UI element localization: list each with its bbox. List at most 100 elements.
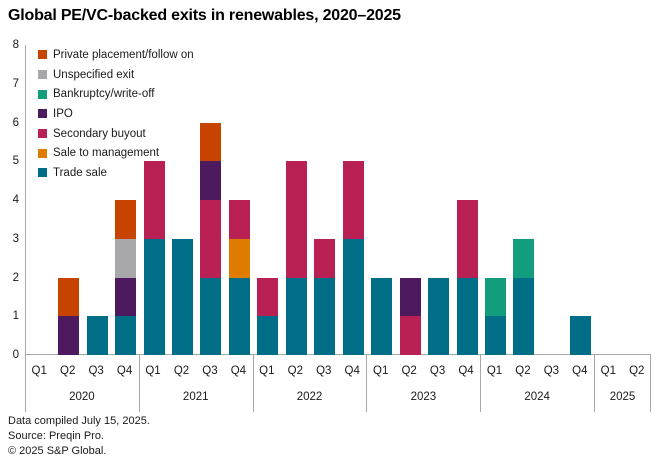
x-axis-separator-3 — [366, 355, 368, 412]
year-label-2022: 2022 — [296, 391, 323, 403]
legend-label-trade_sale: Trade sale — [53, 166, 107, 179]
legend-label-unspecified: Unspecified exit — [53, 68, 135, 81]
x-label-2020-Q3: Q3 — [88, 365, 104, 377]
bar-segment-2021-Q3-private_placement — [200, 122, 222, 162]
legend-label-bankruptcy: Bankruptcy/write-off — [53, 88, 155, 101]
bar-segment-2022-Q2-secondary_buyout — [285, 161, 307, 278]
bar-segment-2021-Q3-secondary_buyout — [200, 200, 222, 278]
y-tick-6: 6 — [12, 116, 19, 129]
legend-swatch-ipo — [38, 109, 47, 119]
bar-segment-2022-Q1-trade_sale — [257, 316, 279, 355]
y-tick-2: 2 — [12, 271, 19, 284]
x-axis-separator-4 — [480, 355, 482, 412]
bar-segment-2021-Q1-trade_sale — [143, 238, 165, 355]
x-label-2022-Q2: Q2 — [287, 365, 303, 377]
x-label-2020-Q1: Q1 — [31, 365, 47, 377]
x-axis-separator-2 — [252, 355, 254, 412]
bar-segment-2021-Q3-ipo — [200, 161, 222, 200]
bar-segment-2023-Q4-trade_sale — [456, 277, 478, 355]
x-label-2021-Q4: Q4 — [230, 365, 247, 377]
bar-segment-2024-Q4-trade_sale — [570, 316, 592, 355]
bar-segment-2021-Q2-trade_sale — [172, 238, 193, 355]
x-label-2021-Q2: Q2 — [173, 365, 190, 377]
bar-segment-2020-Q2-private_placement — [58, 277, 80, 317]
y-tick-1: 1 — [12, 310, 19, 323]
x-label-2024-Q4: Q4 — [572, 365, 588, 377]
bar-segment-2022-Q4-trade_sale — [342, 238, 364, 355]
x-label-2020-Q4: Q4 — [116, 365, 133, 377]
bar-segment-2022-Q1-secondary_buyout — [257, 277, 279, 317]
legend-swatch-trade_sale — [38, 168, 47, 178]
year-label-2020: 2020 — [69, 391, 95, 403]
x-label-2024-Q3: Q3 — [543, 365, 560, 377]
bar-segment-2021-Q1-secondary_buyout — [143, 161, 165, 239]
y-tick-8: 8 — [12, 39, 19, 51]
year-label-2024: 2024 — [524, 391, 550, 403]
bar-segment-2023-Q2-ipo — [399, 277, 421, 317]
bar-segment-2022-Q4-secondary_buyout — [342, 161, 364, 239]
legend-swatch-unspecified — [38, 70, 47, 80]
x-label-2023-Q3: Q3 — [429, 365, 446, 377]
x-label-2023-Q1: Q1 — [373, 365, 389, 377]
bar-segment-2024-Q2-bankruptcy — [513, 238, 535, 278]
legend-item-trade_sale: Trade sale — [38, 163, 194, 183]
bar-segment-2022-Q3-secondary_buyout — [314, 238, 336, 278]
footnote-data-compiled: Data compiled July 15, 2025. — [8, 415, 150, 427]
x-label-2023-Q2: Q2 — [401, 365, 417, 377]
y-tick-7: 7 — [12, 77, 19, 90]
bar-segment-2023-Q3-trade_sale — [428, 277, 450, 355]
legend-item-private_placement: Private placement/follow on — [38, 45, 194, 65]
bar-segment-2020-Q4-ipo — [115, 277, 137, 317]
year-label-2023: 2023 — [410, 391, 437, 403]
y-tick-4: 4 — [12, 194, 19, 206]
footnote-copyright: © 2025 S&P Global. — [8, 445, 107, 457]
bar-segment-2023-Q2-secondary_buyout — [399, 316, 421, 355]
bar-segment-2021-Q4-trade_sale — [228, 277, 250, 355]
footer: Data compiled July 15, 2025. Source: Pre… — [8, 414, 150, 459]
x-axis-separator-5 — [594, 355, 596, 412]
chart-title: Global PE/VC-backed exits in renewables,… — [8, 7, 401, 24]
bar-segment-2021-Q4-sale_to_management — [228, 238, 250, 278]
legend-swatch-secondary_buyout — [38, 129, 47, 139]
y-tick-5: 5 — [12, 155, 19, 168]
footnote-source: Source: Preqin Pro. — [8, 430, 104, 442]
x-label-2025-Q1: Q1 — [600, 365, 616, 377]
x-axis-separator-0 — [25, 355, 26, 412]
x-label-2025-Q2: Q2 — [629, 365, 645, 377]
x-label-2024-Q1: Q1 — [486, 365, 503, 377]
year-label-2021: 2021 — [182, 391, 209, 403]
legend-swatch-private_placement — [38, 50, 47, 60]
bar-segment-2020-Q2-ipo — [58, 316, 80, 355]
x-label-2021-Q3: Q3 — [202, 365, 218, 377]
bar-segment-2020-Q4-trade_sale — [115, 316, 137, 355]
x-label-2020-Q2: Q2 — [60, 365, 76, 377]
bar-segment-2024-Q1-trade_sale — [485, 316, 506, 355]
x-axis-separator-6 — [650, 355, 651, 412]
legend-item-unspecified: Unspecified exit — [38, 65, 194, 85]
legend-label-ipo: IPO — [53, 107, 73, 120]
x-label-2022-Q1: Q1 — [259, 365, 275, 377]
y-tick-3: 3 — [12, 232, 19, 245]
bar-segment-2022-Q2-trade_sale — [285, 277, 307, 355]
bar-segment-2020-Q4-private_placement — [115, 200, 137, 239]
bar-segment-2023-Q4-secondary_buyout — [456, 200, 478, 278]
x-label-2023-Q4: Q4 — [458, 365, 474, 377]
legend-item-ipo: IPO — [38, 104, 194, 124]
x-label-2024-Q2: Q2 — [515, 365, 531, 377]
legend: Private placement/follow on Unspecified e… — [38, 45, 194, 183]
x-label-2022-Q4: Q4 — [344, 365, 360, 377]
x-axis-separator-1 — [138, 355, 140, 412]
legend-swatch-sale_to_management — [38, 148, 47, 158]
y-tick-0: 0 — [12, 349, 19, 361]
bar-segment-2021-Q4-secondary_buyout — [228, 200, 250, 239]
bar-segment-2023-Q1-trade_sale — [371, 277, 393, 355]
bar-segment-2020-Q4-unspecified — [115, 238, 137, 278]
bar-segment-2024-Q1-bankruptcy — [485, 277, 506, 317]
legend-swatch-bankruptcy — [38, 89, 47, 99]
legend-item-bankruptcy: Bankruptcy/write-off — [38, 84, 194, 104]
bar-segment-2020-Q3-trade_sale — [86, 316, 108, 355]
plot-area: Private placement/follow on Unspecified e… — [25, 45, 651, 355]
legend-label-private_placement: Private placement/follow on — [53, 48, 194, 61]
year-label-2025: 2025 — [609, 391, 636, 403]
